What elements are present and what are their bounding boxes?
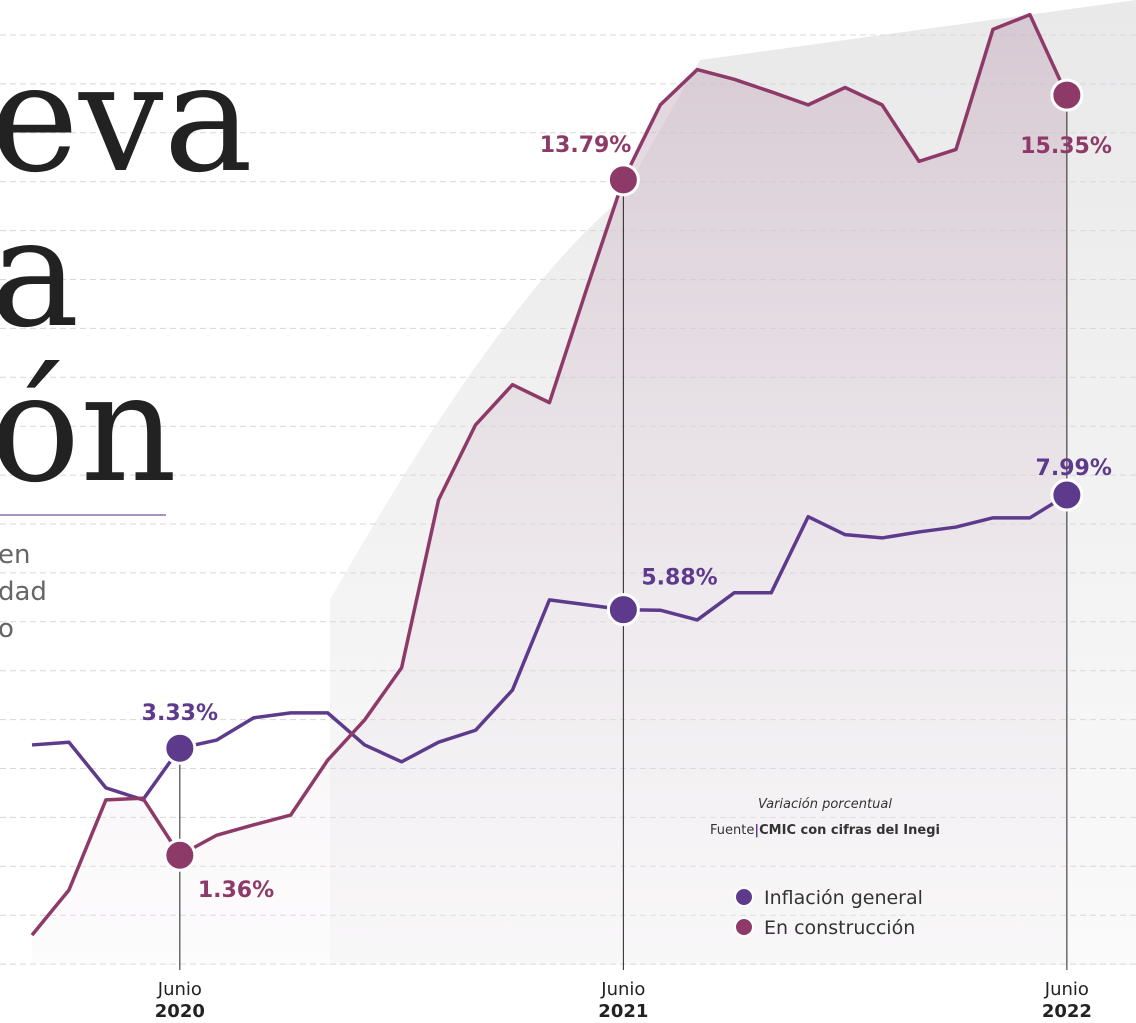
x-tick-year: 2021 — [598, 1001, 648, 1022]
point — [163, 838, 197, 872]
source: Fuente|CMIC con cifras del Inegi — [710, 823, 940, 838]
subtitle-fragment: o — [0, 614, 14, 644]
subtitle-fragment: dad — [0, 577, 47, 607]
title-fragment: eva — [0, 32, 253, 206]
x-tick-label: Junio — [157, 979, 202, 1000]
value-label: 1.36% — [198, 878, 274, 903]
x-tick-label: Junio — [600, 979, 645, 1000]
legend-swatch — [734, 917, 754, 937]
area — [32, 14, 1067, 966]
legend-swatch — [734, 887, 754, 907]
point — [163, 731, 197, 765]
value-label: 3.33% — [142, 701, 218, 726]
source-label: Fuente — [710, 823, 754, 838]
title-fragment: a — [0, 187, 79, 361]
title-fragment: ón — [0, 342, 177, 516]
note: Variación porcentual — [758, 797, 892, 812]
line — [31, 493, 1068, 802]
point — [1050, 78, 1084, 112]
x-tick-year: 2020 — [155, 1001, 205, 1022]
value-label: 5.88% — [641, 566, 717, 591]
value-label: 15.35% — [1020, 134, 1112, 159]
line — [30, 12, 1069, 937]
x-tick-year: 2022 — [1042, 1001, 1092, 1022]
point — [606, 163, 640, 197]
value-label: 13.79% — [540, 133, 632, 158]
legend-label: Inflación general — [764, 887, 923, 909]
source-text: CMIC con cifras del Inegi — [759, 823, 940, 838]
point — [1050, 478, 1084, 512]
subtitle-fragment: en — [0, 540, 30, 570]
point — [606, 593, 640, 627]
x-tick-label: Junio — [1044, 979, 1089, 1000]
value-label: 7.99% — [1036, 456, 1112, 481]
legend-label: En construcción — [764, 917, 915, 939]
